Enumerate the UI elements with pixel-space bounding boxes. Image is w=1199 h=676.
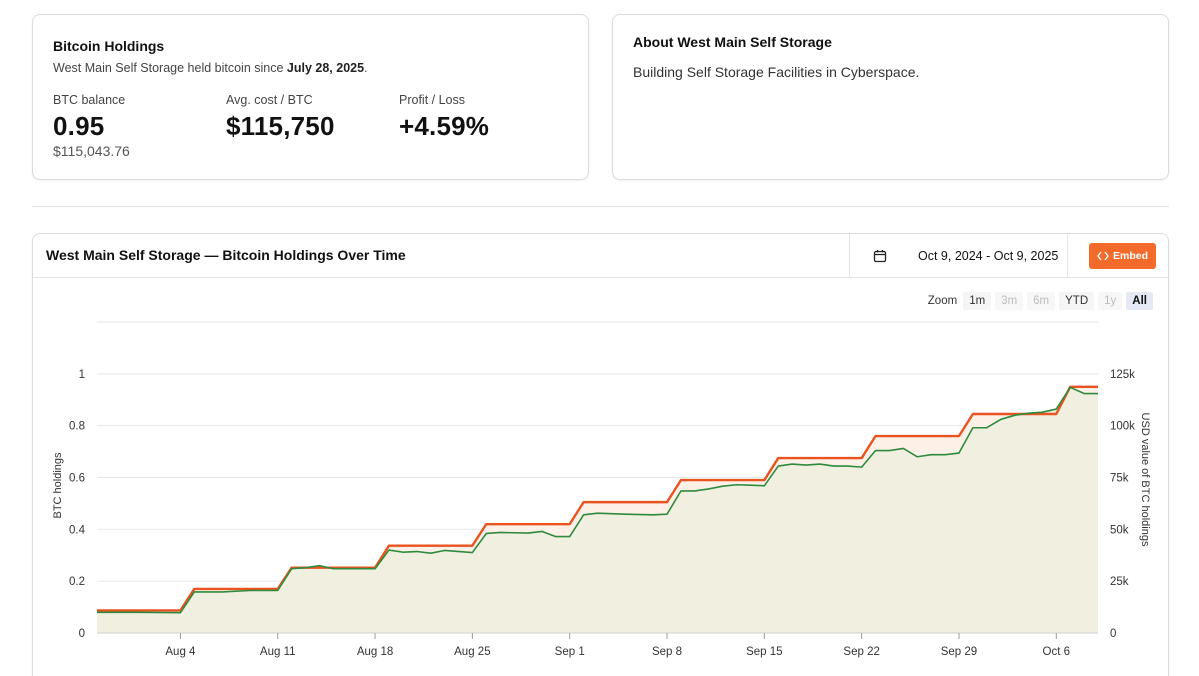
holdings-subtitle: West Main Self Storage held bitcoin sinc… [53,61,368,75]
calendar-icon [873,250,887,263]
avg-cost-stat: Avg. cost / BTC $115,750 [226,93,335,142]
y-right-tick-label: 100k [1110,421,1135,433]
x-tick-label: Sep 1 [555,646,585,658]
usd-value-area [97,387,1098,633]
btc-balance-value: 0.95 [53,111,105,141]
y-left-tick-label: 0.2 [69,576,85,588]
code-icon [1097,251,1109,261]
date-range-picker[interactable]: Oct 9, 2024 - Oct 9, 2025 [849,234,1068,278]
zoom-label: Zoom [927,295,958,307]
date-range-text: Oct 9, 2024 - Oct 9, 2025 [918,249,1059,263]
y-left-tick-label: 0 [79,628,85,640]
profit-loss-label: Profit / Loss [399,93,465,107]
about-text: Building Self Storage Facilities in Cybe… [633,64,920,80]
holdings-chart: Aug 4 Aug 11 Aug 18 Aug 25 Sep 1 Sep 8 Sep 15 S… [52,321,1151,658]
usd-value-line [97,386,1098,614]
btc-balance-stat: BTC balance 0.95 $115,043.76 [53,93,130,159]
zoom-1m-button[interactable]: 1m [963,292,992,310]
chart-header: West Main Self Storage — Bitcoin Holding… [33,234,1168,278]
y-right-tick-label: 125k [1110,369,1135,381]
x-tick-label: Sep 8 [652,646,682,658]
zoom-bar: Zoom 1m 3m 6m YTD 1y All [928,292,1153,310]
profit-loss-value: +4.59% [399,111,490,141]
y-left-tick-label: 1 [79,369,85,381]
avg-cost-value: $115,750 [226,111,335,141]
section-divider [32,206,1169,207]
y-right-tick-label: 0 [1110,628,1116,640]
about-card: About West Main Self Storage Building Se… [612,14,1169,180]
holdings-subtitle-prefix: West Main Self Storage held bitcoin sinc… [53,61,287,75]
avg-cost-label: Avg. cost / BTC [226,93,313,107]
about-title: About West Main Self Storage [633,34,832,50]
y-right-tick-label: 75k [1110,473,1129,485]
x-tick-label: Aug 25 [454,646,490,658]
btc-balance-usd: $115,043.76 [53,143,130,159]
y-right-axis-title: USD value of BTC holdings [1139,413,1151,547]
profit-loss-stat: Profit / Loss +4.59% [399,93,489,142]
y-left-tick-label: 0.6 [69,473,85,485]
x-tick-label: Aug 18 [357,646,393,658]
chart-title: West Main Self Storage — Bitcoin Holding… [46,247,406,263]
zoom-1y-button[interactable]: 1y [1098,292,1123,310]
zoom-6m-button[interactable]: 6m [1027,292,1056,310]
x-tick-label: Sep 29 [941,646,977,658]
y-right-tick-label: 25k [1110,576,1129,588]
holdings-chart-card: West Main Self Storage — Bitcoin Holding… [32,233,1169,676]
y-left-tick-label: 0.8 [69,421,85,433]
x-tick-label: Oct 6 [1043,646,1070,658]
holdings-since-date: July 28, 2025 [286,61,365,75]
y-left-axis-title: BTC holdings [52,452,64,519]
zoom-ytd-button[interactable]: YTD [1059,292,1095,310]
holdings-title: Bitcoin Holdings [53,38,165,54]
x-tick-label: Sep 15 [746,646,782,658]
x-tick-label: Sep 22 [843,646,879,658]
zoom-all-button[interactable]: All [1126,292,1153,310]
y-right-tick-label: 50k [1110,524,1129,536]
embed-button[interactable]: Embed [1089,243,1156,269]
y-left-tick-label: 0.4 [69,524,86,536]
embed-label: Embed [1112,250,1148,262]
btc-balance-label: BTC balance [53,93,126,107]
zoom-3m-button[interactable]: 3m [995,292,1024,310]
holdings-subtitle-suffix: . [364,61,368,75]
x-tick-label: Aug 4 [165,646,196,658]
x-tick-label: Aug 11 [260,646,296,658]
bitcoin-holdings-card: Bitcoin Holdings West Main Self Storage … [32,14,589,180]
